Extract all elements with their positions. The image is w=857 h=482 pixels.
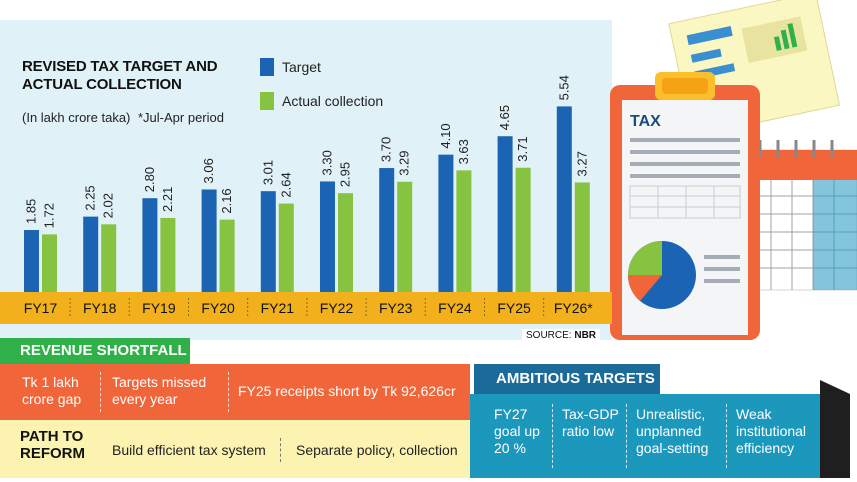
bar-actual-fy24 <box>456 170 472 292</box>
divider <box>626 404 627 468</box>
legend-label-actual: Actual collection <box>282 93 384 109</box>
legend-label-target: Target <box>282 59 321 75</box>
value-label-actual-fy23: 3.29 <box>397 150 412 175</box>
ambitious-item-weak-efficiency: Weak institutional efficiency <box>736 406 807 456</box>
shortfall-item-gap: Tk 1 lakh crore gap <box>22 374 82 407</box>
divider <box>228 372 229 412</box>
divider <box>100 372 101 412</box>
bar-actual-fy23 <box>397 181 413 292</box>
tax-illustration: TAX <box>610 0 857 340</box>
source-value: NBR <box>574 330 597 341</box>
category-label-fy26: FY26* <box>554 300 593 316</box>
bar-target-fy23 <box>379 168 395 292</box>
chart-note: *Jul-Apr period <box>138 110 224 125</box>
value-label-actual-fy26: 3.27 <box>574 151 589 176</box>
revenue-shortfall-heading: REVENUE SHORTFALL <box>0 338 190 364</box>
clipboard-label: TAX <box>630 113 661 130</box>
category-label-fy17: FY17 <box>24 300 58 316</box>
legend-item-actual: Actual collection <box>260 92 383 110</box>
bar-actual-fy26 <box>574 182 590 292</box>
value-label-actual-fy24: 3.63 <box>456 139 471 164</box>
source-note: SOURCE: NBR <box>522 329 601 342</box>
reform-item-separate-policy: Separate policy, collection <box>296 442 458 458</box>
bar-actual-fy25 <box>515 167 531 292</box>
calendar-icon <box>749 140 857 291</box>
category-label-fy25: FY25 <box>497 300 531 316</box>
bar-actual-fy19 <box>160 217 176 292</box>
bar-chart: 1.85 1.72 2.25 2.02 2.802.21 3.062.16 3.01 2.64… <box>0 75 612 324</box>
bar-actual-fy20 <box>219 219 235 292</box>
value-label-target-fy20: 3.06 <box>201 158 216 183</box>
path-to-reform-heading: PATH TO REFORM <box>20 428 85 462</box>
value-label-actual-fy18: 2.02 <box>101 193 116 218</box>
divider <box>280 438 281 462</box>
bar-target-fy22 <box>320 181 335 292</box>
ambitious-targets-band: FY27 goal up 20 % Tax-GDP ratio low Unre… <box>470 394 820 478</box>
bar-target-fy25 <box>497 136 513 292</box>
bar-target-fy18 <box>83 216 99 292</box>
reform-item-efficient-system: Build efficient tax system <box>112 442 266 458</box>
value-label-actual-fy19: 2.21 <box>160 187 175 212</box>
legend-swatch-target <box>260 58 274 76</box>
pie-chart-icon <box>627 241 696 309</box>
ambitious-item-fy27: FY27 goal up 20 % <box>494 406 540 456</box>
shortfall-item-missed: Targets missed every year <box>112 374 207 407</box>
legend-item-target: Target <box>260 58 321 76</box>
value-label-target-fy26: 5.54 <box>556 75 571 100</box>
path-to-reform-band <box>0 420 470 478</box>
value-label-actual-fy20: 2.16 <box>219 188 234 213</box>
legend-swatch-actual <box>260 92 274 110</box>
bar-target-fy24 <box>438 154 454 292</box>
value-label-actual-fy25: 3.71 <box>515 136 530 161</box>
divider <box>726 404 727 468</box>
bar-actual-fy17 <box>42 234 57 292</box>
shortfall-item-receipts: FY25 receipts short by Tk 92,626cr <box>238 383 456 399</box>
bar-target-fy19 <box>142 198 158 292</box>
source-label: SOURCE: <box>526 330 572 341</box>
category-label-fy23: FY23 <box>379 300 413 316</box>
value-label-target-fy21: 3.01 <box>260 160 275 185</box>
category-label-fy22: FY22 <box>320 300 354 316</box>
chart-subtitle: (In lakh crore taka) <box>22 110 131 125</box>
bar-target-fy21 <box>260 191 276 292</box>
bar-actual-fy22 <box>338 193 353 292</box>
value-label-target-fy18: 2.25 <box>83 185 98 210</box>
ambitious-item-tax-gdp: Tax-GDP ratio low <box>562 406 619 439</box>
chart-title: REVISED TAX TARGET AND ACTUAL COLLECTION <box>22 58 218 93</box>
category-label-fy19: FY19 <box>142 300 176 316</box>
bar-actual-fy18 <box>101 224 117 292</box>
clipboard-icon: TAX <box>610 72 760 340</box>
band-corner-shadow <box>820 380 850 478</box>
value-label-target-fy24: 4.10 <box>438 123 453 148</box>
value-label-target-fy19: 2.80 <box>142 167 157 192</box>
bar-target-fy20 <box>201 189 217 292</box>
value-label-actual-fy22: 2.95 <box>338 162 353 187</box>
divider <box>552 404 553 468</box>
value-label-target-fy25: 4.65 <box>497 105 512 130</box>
ambitious-targets-heading: AMBITIOUS TARGETS <box>474 364 660 394</box>
bar-target-fy26 <box>556 106 572 292</box>
bar-actual-fy21 <box>278 203 294 292</box>
value-label-target-fy17: 1.85 <box>24 199 39 224</box>
value-label-target-fy23: 3.70 <box>379 137 394 162</box>
category-axis-band <box>0 292 612 324</box>
ambitious-item-unrealistic: Unrealistic, unplanned goal-setting <box>636 406 709 456</box>
category-label-fy21: FY21 <box>261 300 295 316</box>
category-label-fy20: FY20 <box>201 300 235 316</box>
category-label-fy18: FY18 <box>83 300 117 316</box>
value-label-actual-fy17: 1.72 <box>42 203 57 228</box>
value-label-actual-fy21: 2.64 <box>278 172 293 197</box>
value-label-target-fy22: 3.30 <box>320 150 335 175</box>
bar-target-fy17 <box>24 230 39 292</box>
category-label-fy24: FY24 <box>438 300 472 316</box>
revenue-shortfall-band: Tk 1 lakh crore gap Targets missed every… <box>0 364 470 420</box>
